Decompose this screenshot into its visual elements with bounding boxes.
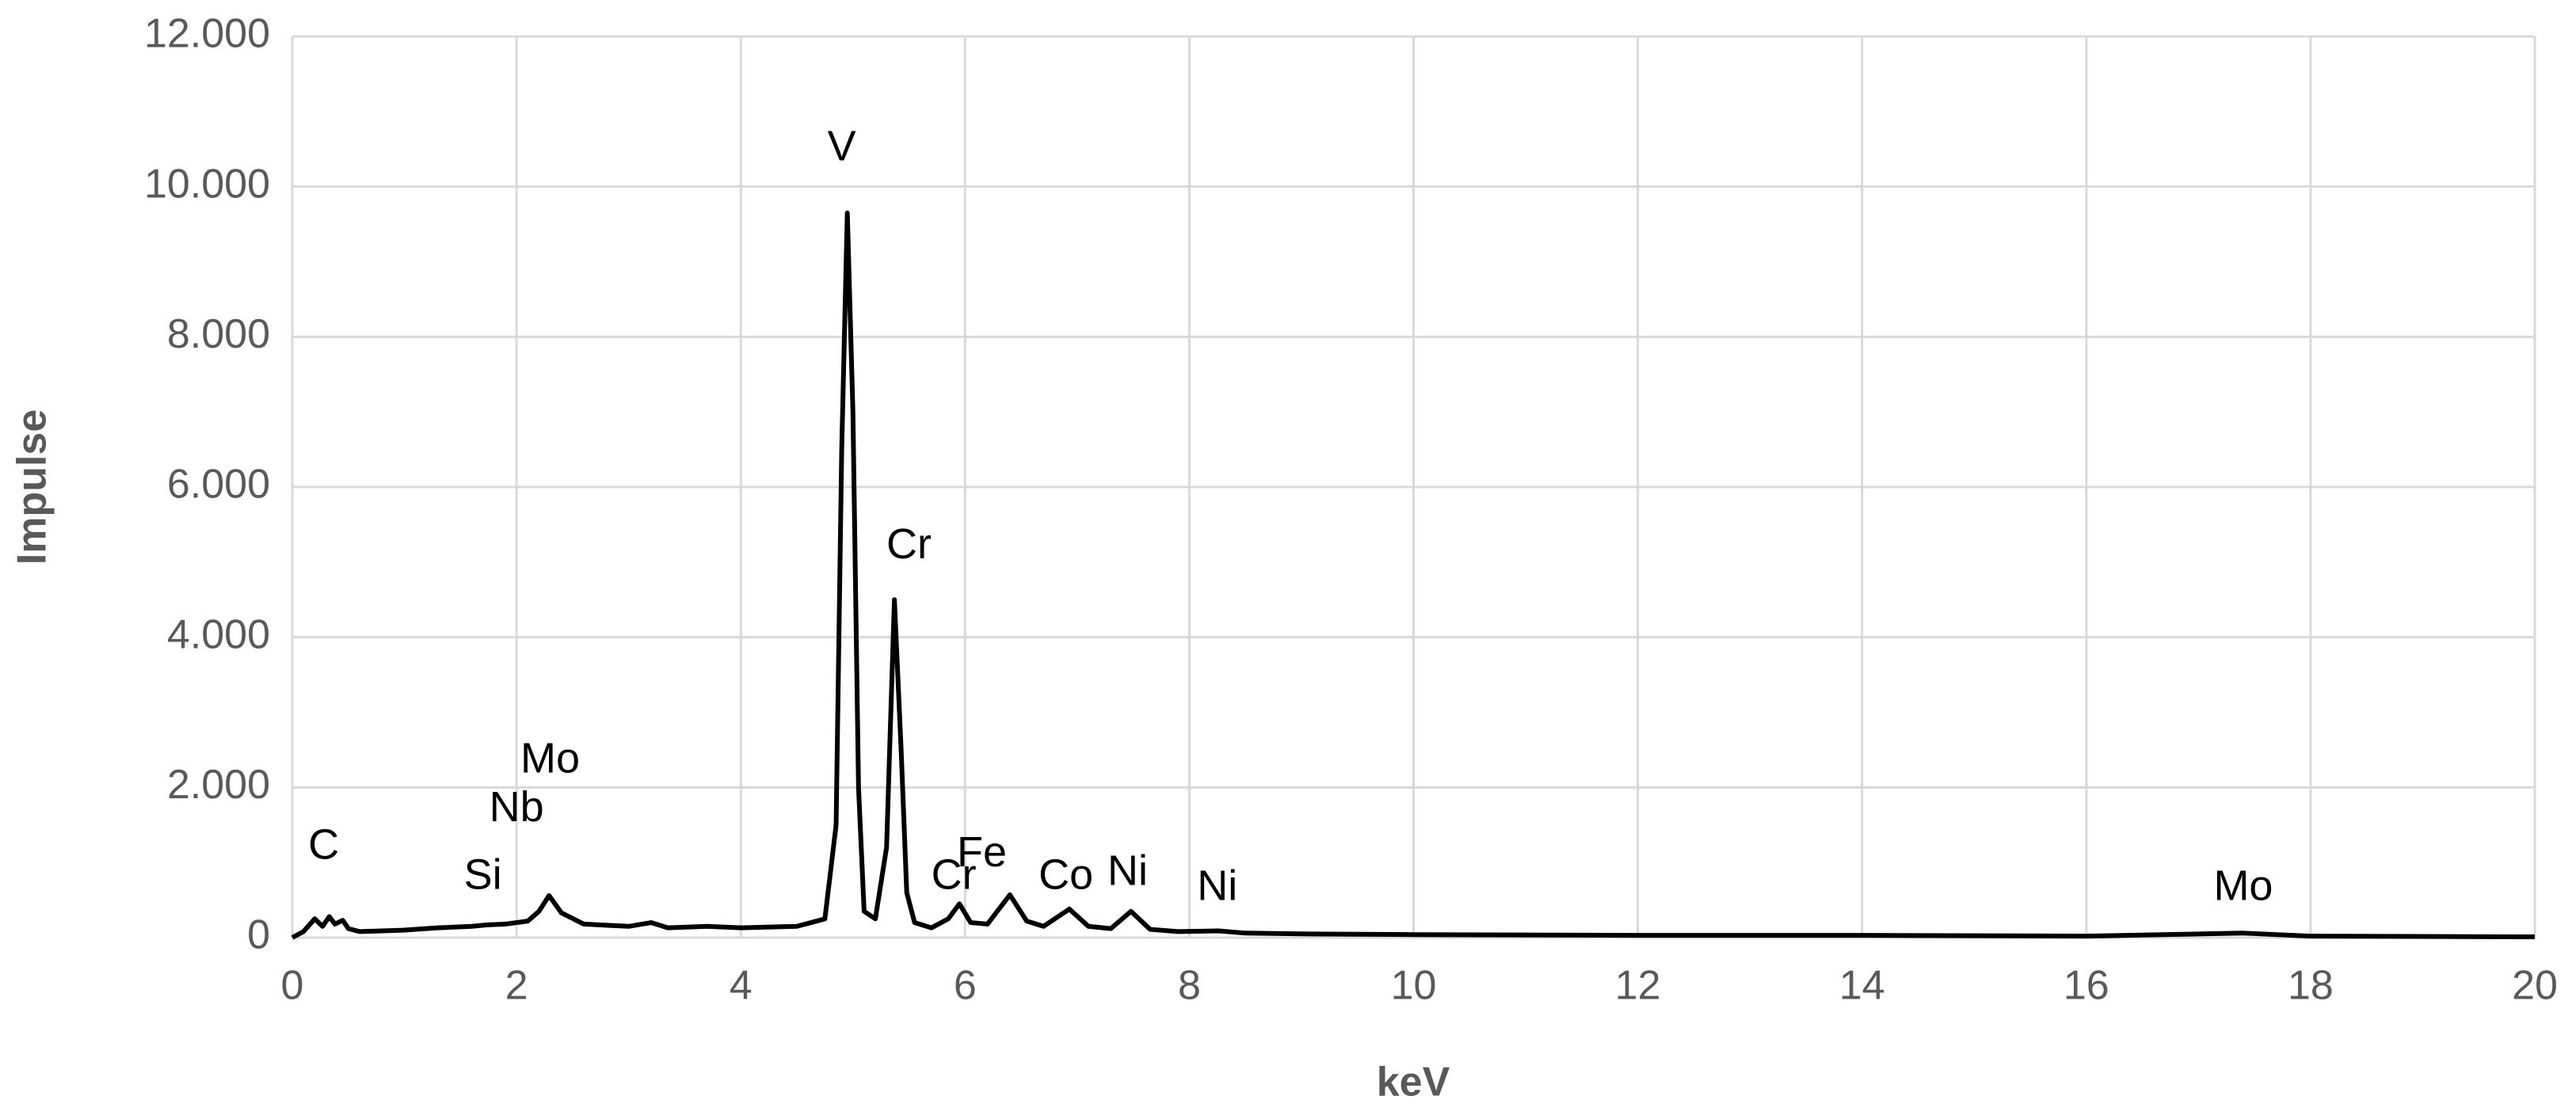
x-tick-label: 12 [1615,963,1661,1009]
y-tick-label: 12.000 [144,11,270,57]
x-axis-title: keV [1377,1060,1450,1105]
peak-label: Ni [1197,862,1237,910]
x-tick-label: 8 [1178,963,1201,1009]
x-tick-label: 16 [2063,963,2109,1009]
x-tick-label: 0 [281,963,304,1009]
x-tick-label: 2 [505,963,528,1009]
x-tick-label: 20 [2512,963,2558,1009]
peak-label: Co [1038,851,1093,898]
x-tick-label: 10 [1391,963,1437,1009]
y-tick-label: 6.000 [167,462,270,508]
peak-label: Ni [1107,847,1148,895]
x-tick-label: 6 [954,963,977,1009]
peak-label: Si [464,851,502,898]
x-tick-label: 18 [2288,963,2334,1009]
peak-label: C [308,820,339,868]
y-tick-label: 0 [247,912,270,958]
y-tick-label: 4.000 [167,611,270,657]
peak-label: Nb [490,783,544,831]
peak-label: Fe [957,828,1007,876]
peak-label: Mo [520,734,580,782]
y-tick-label: 8.000 [167,311,270,357]
x-tick-label: 4 [730,963,753,1009]
peak-label: V [828,123,856,170]
peak-label: Cr [886,520,932,568]
peak-label: Mo [2213,862,2273,910]
peak-label: Cr [932,851,977,898]
y-tick-label: 2.000 [167,762,270,808]
y-axis-title: Impulse [10,409,55,565]
y-tick-label: 10.000 [144,161,270,207]
spectrum-line [291,210,2536,940]
x-tick-label: 14 [1839,963,1885,1009]
